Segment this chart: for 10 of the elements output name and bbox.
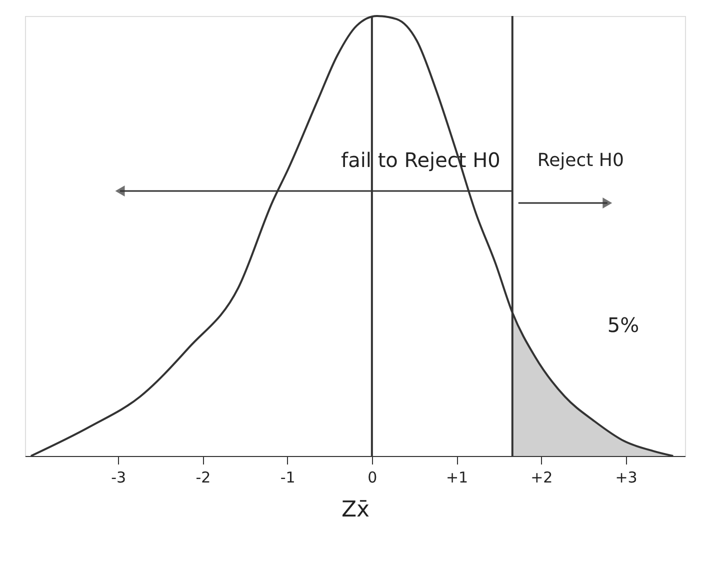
x-axis-title: Zx̄ [341, 498, 370, 522]
annotation: Reject H0 [537, 150, 624, 171]
x-tick-label: +3 [615, 468, 638, 486]
x-tick-label: -1 [280, 468, 296, 486]
x-tick-label: -3 [111, 468, 126, 486]
annotation: 5% [607, 313, 640, 337]
x-tick-label: +2 [530, 468, 553, 486]
x-tick-label: 0 [368, 468, 378, 486]
x-tick-label: -2 [196, 468, 211, 486]
x-tick-label: +1 [446, 468, 468, 486]
